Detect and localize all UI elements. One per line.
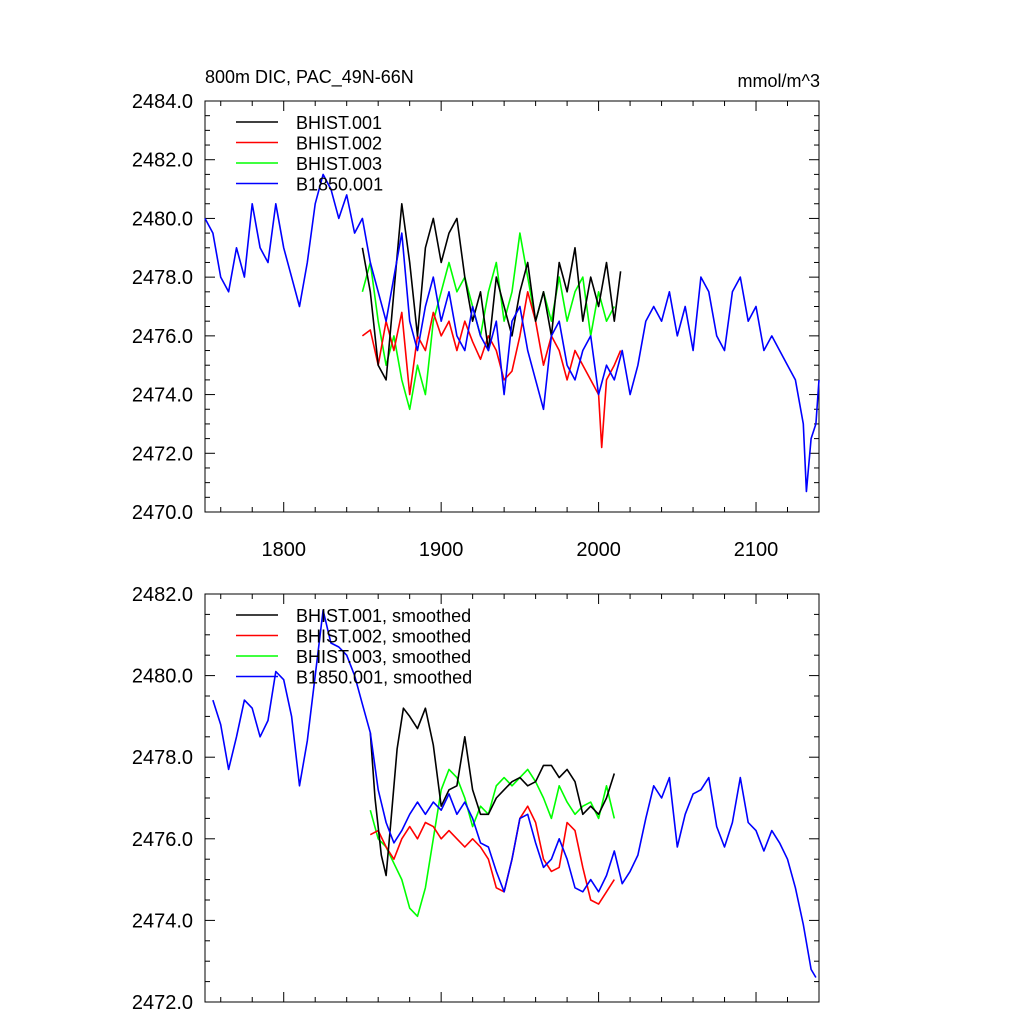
y-tick-label: 2470.0 — [132, 502, 193, 524]
x-tick-label: 2100 — [734, 539, 779, 561]
legend-label: BHIST.002 — [296, 134, 382, 154]
series-line-bhist-002 — [361, 290, 622, 449]
chart-title: 800m DIC, PAC_49N-66N — [205, 67, 414, 88]
y-tick-label: 2476.0 — [132, 326, 193, 348]
x-tick-label: 1900 — [419, 539, 464, 561]
legend-label: BHIST.001, smoothed — [296, 606, 471, 626]
y-tick-label: 2476.0 — [132, 829, 193, 851]
legend-label: BHIST.003, smoothed — [296, 647, 471, 667]
series-line-b1850-001 — [204, 173, 820, 493]
bottom-panel: 2472.0 2474.0 2476.0 2478.0 2480.0 2482.0 BHI… — [132, 584, 820, 1014]
legend-label: B1850.001 — [296, 175, 383, 195]
y-tick-label: 2480.0 — [132, 208, 193, 230]
axes-top: 2470.0 2472.0 2474.0 2476.0 2478.0 2480.0 2482… — [132, 91, 819, 561]
axes-bottom: 2472.0 2474.0 2476.0 2478.0 2480.0 2482.0 — [132, 584, 819, 1014]
y-tick-label: 2474.0 — [132, 910, 193, 932]
units-label: mmol/m^3 — [738, 71, 820, 91]
series-group-bottom — [212, 609, 817, 978]
y-tick-label: 2484.0 — [132, 91, 193, 113]
x-tick-label: 1800 — [261, 539, 306, 561]
y-tick-label: 2472.0 — [132, 443, 193, 465]
y-tick-label: 2478.0 — [132, 267, 193, 289]
y-tick-label: 2474.0 — [132, 385, 193, 407]
legend-label: BHIST.003 — [296, 154, 382, 174]
series-line-bhist-001-smoothed — [369, 707, 616, 877]
series-group-top — [204, 173, 820, 493]
legend-label: BHIST.001 — [296, 113, 382, 133]
x-tick-label: 2000 — [576, 539, 621, 561]
y-tick-label: 2478.0 — [132, 747, 193, 769]
y-tick-label: 2482.0 — [132, 150, 193, 172]
y-tick-label: 2480.0 — [132, 666, 193, 688]
series-line-bhist-002-smoothed — [369, 805, 615, 905]
top-panel: 800m DIC, PAC_49N-66N mmol/m^3 2470.0247… — [132, 67, 820, 561]
y-tick-label: 2472.0 — [132, 992, 193, 1014]
series-line-bhist-001 — [361, 203, 622, 381]
legend-label: B1850.001, smoothed — [296, 668, 472, 688]
series-line-bhist-003-smoothed — [369, 768, 616, 918]
series-line-bhist-003 — [361, 232, 616, 411]
series-line-b1850-001-smoothed — [212, 609, 817, 978]
legend-label: BHIST.002, smoothed — [296, 627, 471, 647]
y-tick-label: 2482.0 — [132, 584, 193, 606]
